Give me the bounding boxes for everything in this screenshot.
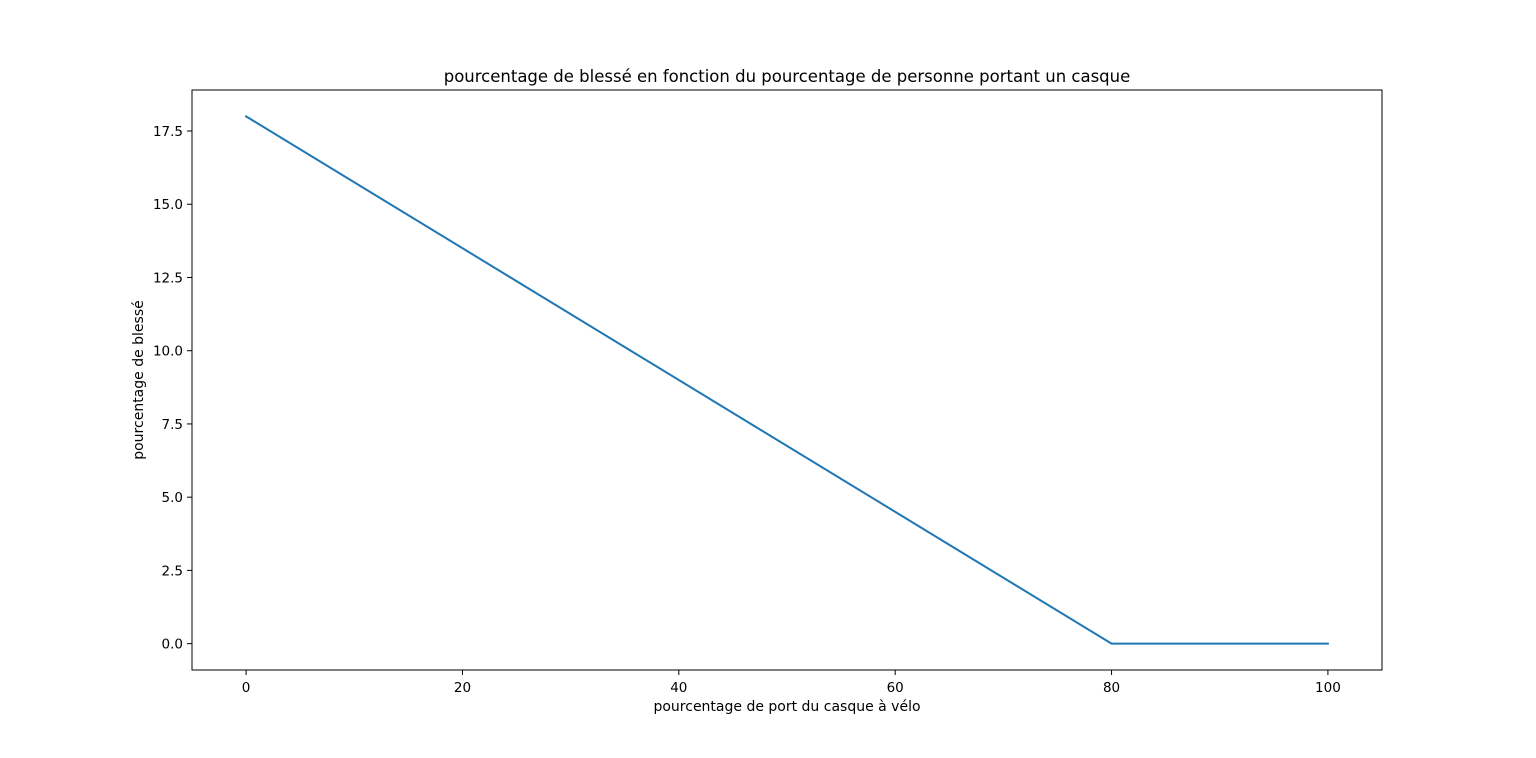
x-tick-label: 0 xyxy=(242,680,251,696)
series-line-0 xyxy=(244,114,1329,645)
y-axis-label: pourcentage de blessé xyxy=(131,300,147,460)
y-tick-label: 5.0 xyxy=(162,490,183,506)
y-tick-label: 0.0 xyxy=(162,637,183,653)
x-tick-label: 100 xyxy=(1315,680,1341,696)
y-tick-label: 2.5 xyxy=(162,563,183,579)
y-axis-ticks: 0.0 2.5 5.0 7.5 10.0 12.5 15.0 17.5 xyxy=(153,124,192,653)
x-tick-label: 80 xyxy=(1103,680,1120,696)
x-axis-label: pourcentage de port du casque à vélo xyxy=(653,699,920,715)
y-tick-label: 12.5 xyxy=(153,270,183,286)
x-tick-label: 40 xyxy=(670,680,687,696)
x-tick-label: 60 xyxy=(887,680,904,696)
y-tick-label: 17.5 xyxy=(153,124,183,140)
y-tick-label: 15.0 xyxy=(153,197,183,213)
plot-area xyxy=(191,89,1383,671)
y-tick-label: 7.5 xyxy=(162,417,183,433)
y-tick-label: 10.0 xyxy=(153,344,183,360)
x-axis-ticks: 0 20 40 60 80 100 xyxy=(242,670,1341,696)
axes-frame xyxy=(191,89,1383,671)
chart-title: pourcentage de blessé en fonction du pou… xyxy=(444,67,1131,86)
x-tick-label: 20 xyxy=(454,680,471,696)
